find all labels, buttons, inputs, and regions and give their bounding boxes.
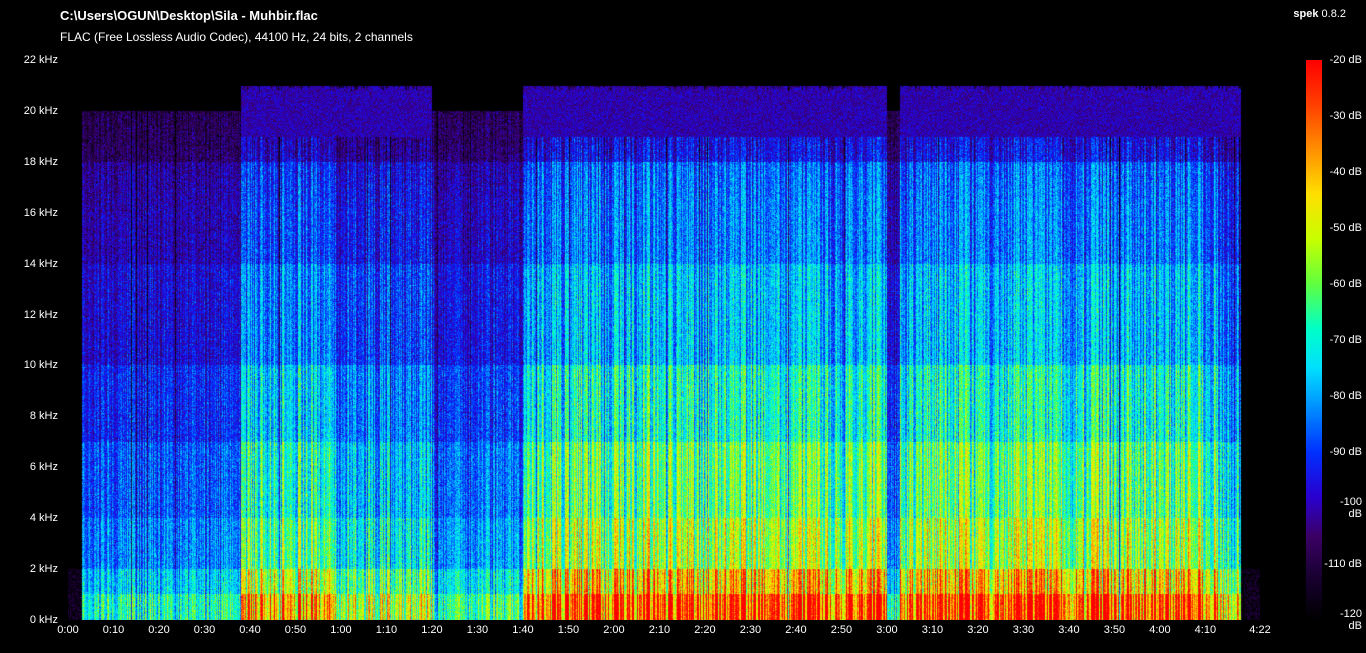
x-tick-label: 2:40 [785,624,806,636]
x-tick-label: 4:10 [1195,624,1216,636]
x-tick-label: 1:30 [467,624,488,636]
x-tick-label: 3:20 [967,624,988,636]
colorbar-tick-label: -70 dB [1324,334,1362,346]
y-tick-label: 0 kHz [2,614,58,626]
colorbar-tick-label: -50 dB [1324,222,1362,234]
y-tick-label: 12 kHz [2,309,58,321]
colorbar-tick-label: -80 dB [1324,390,1362,402]
colorbar-tick-label: -60 dB [1324,278,1362,290]
y-tick-label: 22 kHz [2,54,58,66]
x-tick-label: 2:00 [603,624,624,636]
colorbar [1306,60,1322,620]
x-tick-label: 2:20 [694,624,715,636]
y-tick-label: 2 kHz [2,563,58,575]
x-tick-label: 0:50 [285,624,306,636]
app-version: spek 0.8.2 [1293,8,1346,26]
x-tick-label: 1:50 [558,624,579,636]
x-tick-label: 1:00 [330,624,351,636]
x-tick-label: 3:50 [1104,624,1125,636]
x-tick-label: 2:50 [831,624,852,636]
spectrogram-canvas [68,60,1260,620]
y-tick-label: 6 kHz [2,461,58,473]
colorbar-tick-label: -30 dB [1324,110,1362,122]
x-tick-label: 3:10 [922,624,943,636]
colorbar-tick-label: -90 dB [1324,446,1362,458]
format-line: FLAC (Free Lossless Audio Codec), 44100 … [60,30,413,44]
x-tick-label: 0:20 [148,624,169,636]
x-tick-label: 3:30 [1013,624,1034,636]
colorbar-tick-label: -20 dB [1324,54,1362,66]
x-tick-label: 2:10 [649,624,670,636]
x-tick-label: 0:40 [239,624,260,636]
y-tick-label: 18 kHz [2,156,58,168]
colorbar-tick-label: -120 dB [1324,608,1362,632]
colorbar-tick-label: -100 dB [1324,496,1362,520]
x-tick-label: 0:30 [194,624,215,636]
y-tick-label: 10 kHz [2,359,58,371]
x-tick-label: 1:10 [376,624,397,636]
colorbar-tick-label: -110 dB [1324,558,1362,570]
y-axis: 22 kHz20 kHz18 kHz16 kHz14 kHz12 kHz10 k… [0,60,62,620]
x-tick-label: 1:20 [421,624,442,636]
colorbar-tick-label: -40 dB [1324,166,1362,178]
x-axis: 0:000:100:200:300:400:501:001:101:201:30… [68,624,1260,644]
y-tick-label: 14 kHz [2,258,58,270]
y-tick-label: 16 kHz [2,207,58,219]
x-tick-label: 4:00 [1149,624,1170,636]
colorbar-labels: -20 dB-30 dB-40 dB-50 dB-60 dB-70 dB-80 … [1324,60,1362,620]
x-tick-label: 2:30 [740,624,761,636]
x-tick-label: 1:40 [512,624,533,636]
x-tick-label: 3:40 [1058,624,1079,636]
x-tick-label: 3:00 [876,624,897,636]
file-path: C:\Users\OGUN\Desktop\Sila - Muhbir.flac [60,8,318,26]
x-tick-label: 0:00 [57,624,78,636]
y-tick-label: 8 kHz [2,410,58,422]
x-tick-label: 0:10 [103,624,124,636]
y-tick-label: 20 kHz [2,105,58,117]
y-tick-label: 4 kHz [2,512,58,524]
x-tick-label: 4:22 [1249,624,1270,636]
